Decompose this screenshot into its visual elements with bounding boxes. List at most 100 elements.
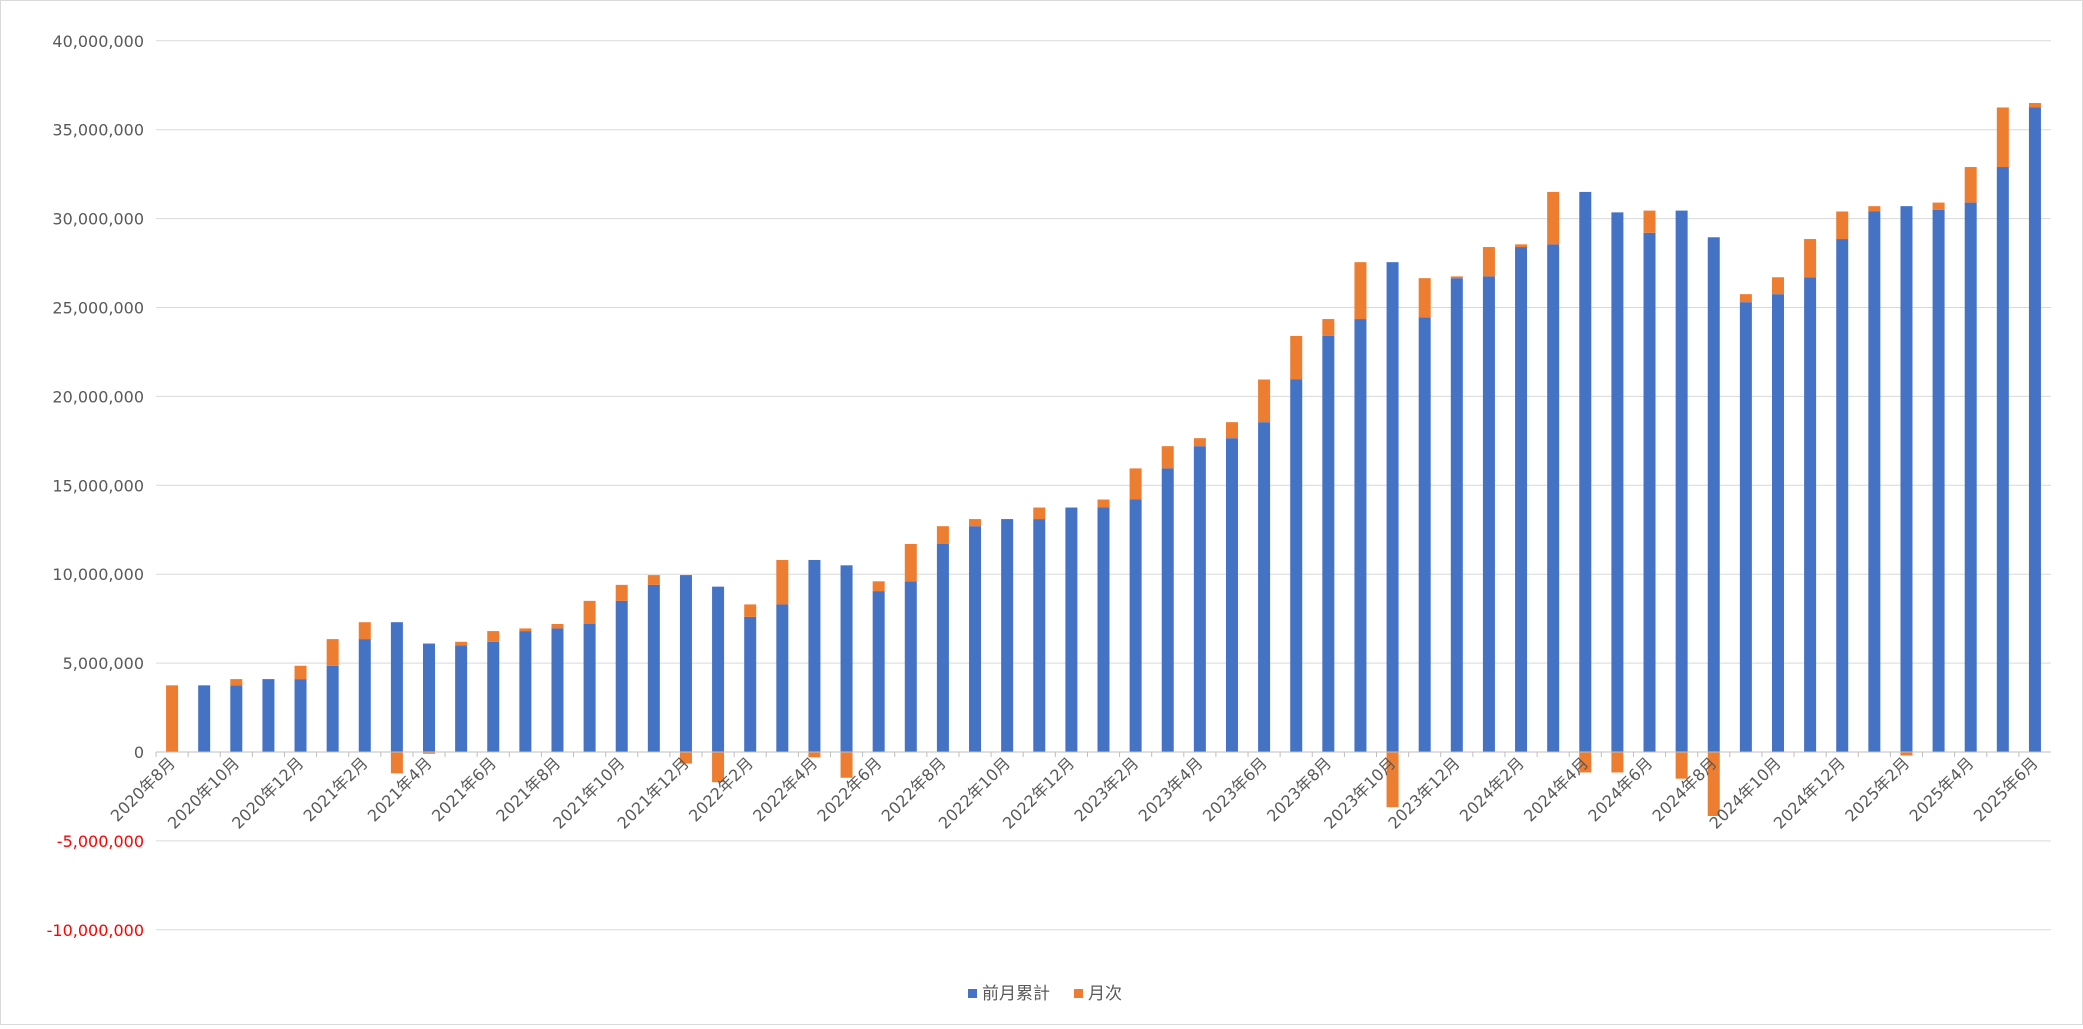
bar-monthly: [326, 639, 339, 666]
bar-cumulative: [551, 628, 564, 752]
bar-monthly: [1161, 446, 1174, 469]
bar-cumulative: [1771, 294, 1784, 752]
bar-cumulative: [1804, 277, 1817, 752]
bar-cumulative: [1161, 468, 1174, 752]
bar-monthly: [1225, 422, 1238, 439]
bar-cumulative: [423, 643, 436, 752]
y-tick-label: -5,000,000: [57, 832, 144, 851]
bar-cumulative: [776, 604, 789, 752]
legend-swatch-monthly: [1074, 989, 1083, 998]
bar-monthly: [1868, 206, 1881, 212]
bar-monthly: [487, 631, 500, 642]
bar-cumulative: [1964, 202, 1977, 752]
bar-monthly: [294, 665, 307, 680]
bar-cumulative: [1836, 239, 1849, 752]
bar-monthly: [679, 752, 692, 764]
bar-monthly: [1964, 167, 1977, 203]
bar-monthly: [776, 559, 789, 605]
bar-cumulative: [1515, 247, 1528, 752]
bar-monthly: [1129, 468, 1142, 500]
bar-cumulative: [744, 616, 757, 752]
bar-cumulative: [1065, 507, 1078, 752]
bar-monthly: [647, 575, 660, 585]
bar-monthly: [744, 604, 757, 617]
bar-cumulative: [1322, 335, 1335, 752]
bar-cumulative: [262, 679, 275, 752]
bar-cumulative: [1386, 262, 1399, 752]
y-tick-label: 5,000,000: [63, 654, 144, 673]
bar-cumulative: [1611, 212, 1624, 752]
y-tick-label: 0: [134, 743, 144, 762]
gridlines: [156, 40, 2051, 931]
bar-monthly: [423, 752, 436, 754]
bar-cumulative: [1579, 191, 1592, 752]
bar-cumulative: [230, 685, 243, 752]
bar-cumulative: [1450, 278, 1463, 752]
bar-monthly: [1097, 499, 1110, 508]
legend-label-monthly: 月次: [1088, 984, 1122, 1004]
bar-monthly: [390, 752, 403, 774]
y-tick-label: 20,000,000: [52, 387, 144, 406]
bar-cumulative: [808, 559, 821, 752]
bar-cumulative: [1675, 210, 1688, 752]
legend-label-cumulative: 前月累計: [982, 984, 1050, 1004]
bar-cumulative: [1001, 519, 1014, 752]
bar-monthly: [166, 685, 179, 752]
bar-monthly: [904, 543, 917, 582]
bar-cumulative: [1996, 167, 2009, 753]
bar-cumulative: [1932, 209, 1945, 752]
bar-cumulative: [1033, 519, 1046, 752]
bar-monthly: [1611, 752, 1624, 773]
bar-monthly: [1482, 247, 1495, 277]
bar-cumulative: [1868, 211, 1881, 752]
bar-monthly: [1418, 278, 1431, 318]
bar-monthly: [1354, 262, 1367, 320]
bar-monthly: [1900, 752, 1913, 756]
bar-cumulative: [647, 584, 660, 752]
bar-cumulative: [615, 600, 628, 752]
bar-cumulative: [1354, 319, 1367, 752]
bar-cumulative: [904, 581, 917, 752]
bar-monthly: [1675, 752, 1688, 779]
y-axis-tick-labels: -10,000,000 -5,000,000 0 5,000,000 10,000,00…: [47, 32, 144, 940]
bar-monthly: [936, 526, 949, 544]
x-tick-label: 2025年2月: [1841, 753, 1913, 825]
bar-monthly: [615, 584, 628, 601]
bar-cumulative: [1193, 446, 1206, 752]
bar-monthly: [1739, 294, 1752, 303]
bar-monthly: [1579, 752, 1592, 773]
bar-monthly: [1804, 239, 1817, 278]
bar-monthly: [1771, 277, 1784, 295]
bar-cumulative: [487, 641, 500, 752]
bar-cumulative: [712, 586, 725, 752]
x-axis: [155, 751, 2051, 757]
y-tick-label: 40,000,000: [52, 32, 144, 51]
bar-cumulative: [1129, 499, 1142, 752]
bar-monthly: [230, 679, 243, 686]
bar-cumulative: [936, 543, 949, 752]
y-tick-label: 35,000,000: [52, 121, 144, 140]
x-tick-label: 2021年6月: [428, 753, 500, 825]
bar-monthly: [455, 641, 468, 646]
bar-monthly: [1643, 210, 1656, 233]
bar-cumulative: [1225, 438, 1238, 752]
x-tick-label: 2021年2月: [300, 753, 372, 825]
x-tick-label: 2025年6月: [1970, 753, 2042, 825]
y-tick-label: 25,000,000: [52, 299, 144, 318]
bar-cumulative: [872, 591, 885, 752]
bar-cumulative: [1258, 422, 1271, 752]
x-tick-label: 2022年4月: [749, 753, 821, 825]
bar-monthly: [1033, 507, 1046, 520]
bar-monthly: [840, 752, 853, 778]
bar-cumulative: [2028, 107, 2041, 753]
legend: 前月累計 月次: [968, 984, 1122, 1004]
bar-monthly: [1193, 438, 1206, 447]
bar-cumulative: [1482, 276, 1495, 752]
x-tick-label: 2023年6月: [1199, 753, 1271, 825]
bar-monthly: [1386, 752, 1399, 808]
x-tick-label: 2024年2月: [1456, 753, 1528, 825]
bar-monthly: [2028, 103, 2041, 108]
bar-cumulative: [1739, 302, 1752, 752]
x-tick-label: 2023年2月: [1070, 753, 1142, 825]
